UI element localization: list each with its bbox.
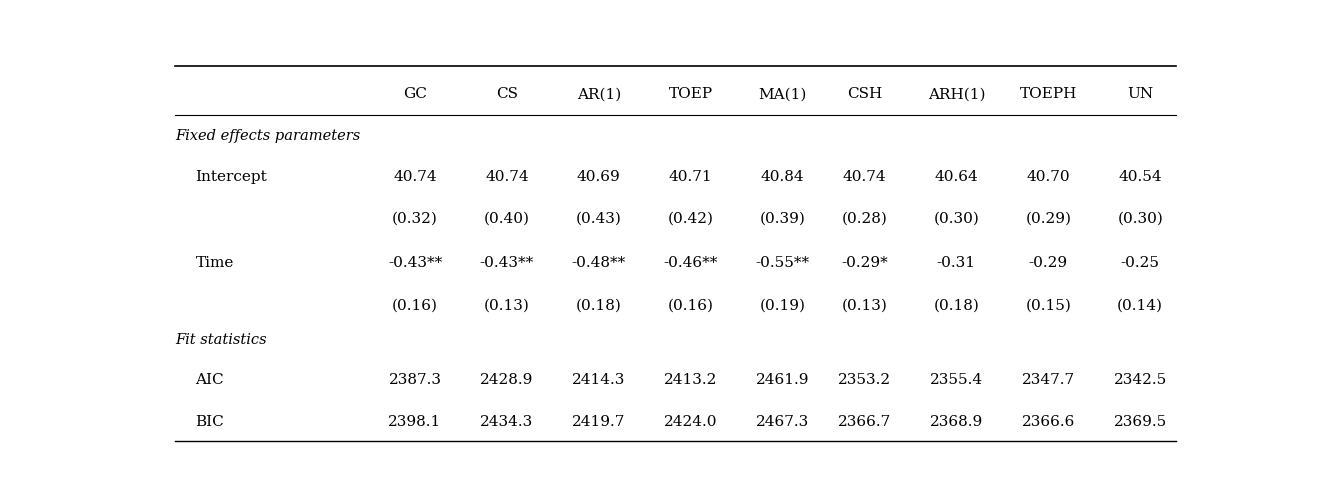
Text: MA(1): MA(1) xyxy=(759,87,807,101)
Text: AR(1): AR(1) xyxy=(577,87,621,101)
Text: (0.14): (0.14) xyxy=(1118,298,1164,312)
Text: (0.32): (0.32) xyxy=(391,212,438,226)
Text: (0.30): (0.30) xyxy=(933,212,979,226)
Text: (0.28): (0.28) xyxy=(841,212,887,226)
Text: 2413.2: 2413.2 xyxy=(664,373,717,387)
Text: AIC: AIC xyxy=(195,373,224,387)
Text: -0.46**: -0.46** xyxy=(663,256,718,270)
Text: -0.25: -0.25 xyxy=(1120,256,1160,270)
Text: -0.29*: -0.29* xyxy=(841,256,888,270)
Text: -0.48**: -0.48** xyxy=(572,256,626,270)
Text: (0.30): (0.30) xyxy=(1118,212,1164,226)
Text: (0.13): (0.13) xyxy=(484,298,530,312)
Text: 2342.5: 2342.5 xyxy=(1114,373,1166,387)
Text: CS: CS xyxy=(496,87,518,101)
Text: 2398.1: 2398.1 xyxy=(389,415,442,429)
Text: 2434.3: 2434.3 xyxy=(480,415,534,429)
Text: -0.29: -0.29 xyxy=(1029,256,1068,270)
Text: (0.29): (0.29) xyxy=(1025,212,1072,226)
Text: 40.74: 40.74 xyxy=(485,170,529,184)
Text: 2419.7: 2419.7 xyxy=(572,415,626,429)
Text: (0.42): (0.42) xyxy=(668,212,714,226)
Text: 40.54: 40.54 xyxy=(1119,170,1162,184)
Text: (0.16): (0.16) xyxy=(391,298,438,312)
Text: (0.43): (0.43) xyxy=(576,212,622,226)
Text: 2467.3: 2467.3 xyxy=(757,415,809,429)
Text: 2424.0: 2424.0 xyxy=(664,415,717,429)
Text: 40.64: 40.64 xyxy=(934,170,978,184)
Text: (0.15): (0.15) xyxy=(1025,298,1072,312)
Text: (0.40): (0.40) xyxy=(484,212,530,226)
Text: 40.74: 40.74 xyxy=(393,170,436,184)
Text: 40.84: 40.84 xyxy=(760,170,804,184)
Text: Fixed effects parameters: Fixed effects parameters xyxy=(175,129,360,143)
Text: 2347.7: 2347.7 xyxy=(1021,373,1075,387)
Text: 40.71: 40.71 xyxy=(670,170,713,184)
Text: 40.70: 40.70 xyxy=(1027,170,1070,184)
Text: CSH: CSH xyxy=(847,87,882,101)
Text: Time: Time xyxy=(195,256,233,270)
Text: 40.69: 40.69 xyxy=(577,170,621,184)
Text: TOEPH: TOEPH xyxy=(1020,87,1077,101)
Text: TOEP: TOEP xyxy=(668,87,713,101)
Text: 40.74: 40.74 xyxy=(842,170,886,184)
Text: 2428.9: 2428.9 xyxy=(480,373,534,387)
Text: (0.18): (0.18) xyxy=(933,298,979,312)
Text: GC: GC xyxy=(403,87,427,101)
Text: (0.13): (0.13) xyxy=(841,298,887,312)
Text: Fit statistics: Fit statistics xyxy=(175,333,266,347)
Text: 2387.3: 2387.3 xyxy=(389,373,442,387)
Text: 2461.9: 2461.9 xyxy=(757,373,809,387)
Text: -0.31: -0.31 xyxy=(937,256,975,270)
Text: BIC: BIC xyxy=(195,415,224,429)
Text: -0.43**: -0.43** xyxy=(387,256,442,270)
Text: UN: UN xyxy=(1127,87,1153,101)
Text: (0.16): (0.16) xyxy=(668,298,714,312)
Text: 2355.4: 2355.4 xyxy=(929,373,983,387)
Text: (0.19): (0.19) xyxy=(759,298,805,312)
Text: 2369.5: 2369.5 xyxy=(1114,415,1166,429)
Text: ARH(1): ARH(1) xyxy=(928,87,985,101)
Text: 2366.6: 2366.6 xyxy=(1021,415,1075,429)
Text: 2414.3: 2414.3 xyxy=(572,373,626,387)
Text: Intercept: Intercept xyxy=(195,170,268,184)
Text: (0.39): (0.39) xyxy=(759,212,805,226)
Text: 2366.7: 2366.7 xyxy=(838,415,891,429)
Text: -0.43**: -0.43** xyxy=(480,256,534,270)
Text: -0.55**: -0.55** xyxy=(755,256,809,270)
Text: 2368.9: 2368.9 xyxy=(929,415,983,429)
Text: 2353.2: 2353.2 xyxy=(838,373,891,387)
Text: (0.18): (0.18) xyxy=(576,298,622,312)
